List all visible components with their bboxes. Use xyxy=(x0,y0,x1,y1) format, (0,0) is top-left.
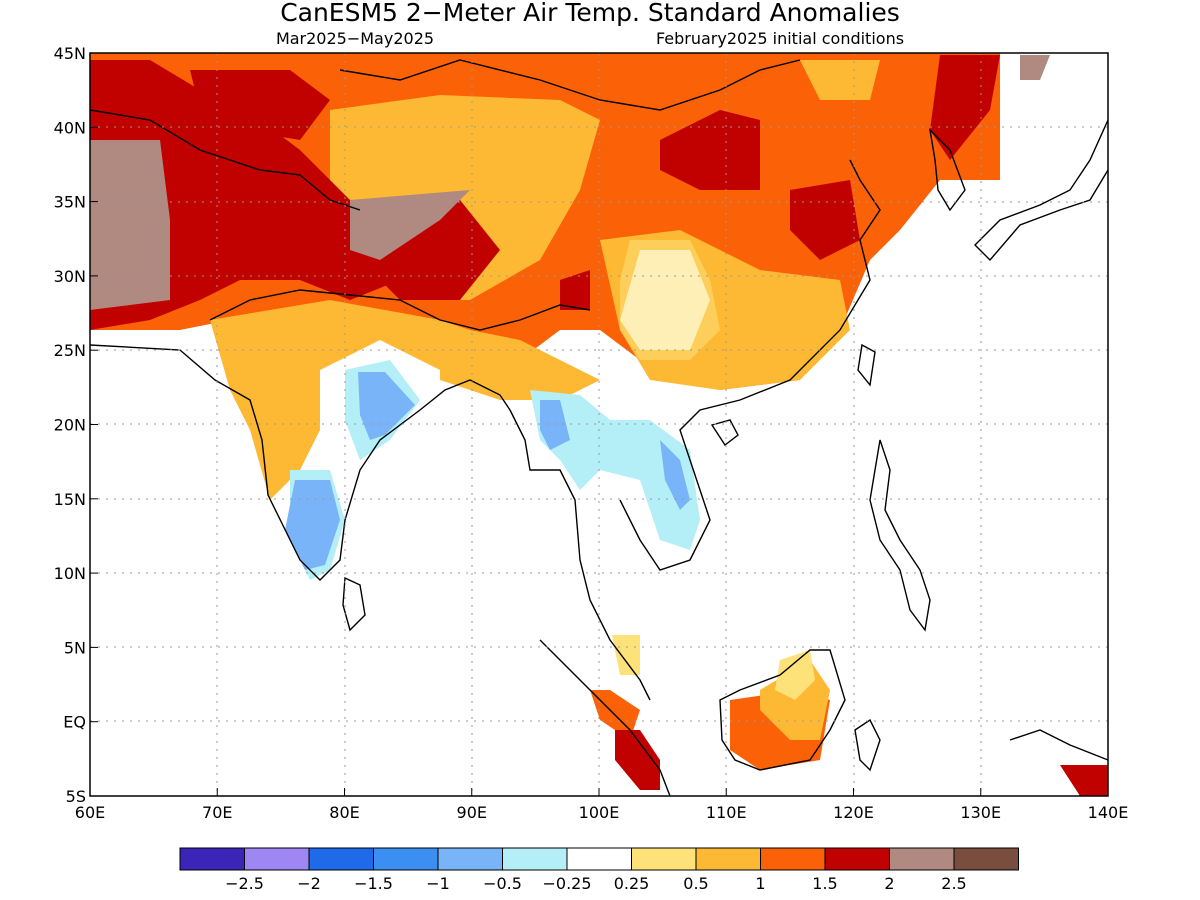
colorbar-label: −2.5 xyxy=(225,874,264,893)
coast-hainan xyxy=(710,419,739,447)
x-tick-label: 60E xyxy=(75,803,105,822)
colorbar-label: 0.25 xyxy=(614,874,650,893)
shade-red-sumatra xyxy=(615,730,660,790)
graticule xyxy=(90,53,1108,796)
shade-red-korea xyxy=(930,55,1000,160)
colorbar-swatch xyxy=(566,847,632,871)
coast-burma-malaya xyxy=(509,409,651,701)
y-tick-label: 45N xyxy=(54,44,86,63)
colorbar-swatch xyxy=(244,847,310,871)
shade-brown-iran xyxy=(90,140,170,310)
x-tick-label: 80E xyxy=(329,803,359,822)
y-tick-label: 15N xyxy=(54,490,86,509)
colorbar-swatch xyxy=(308,847,374,871)
shade-brown-japan xyxy=(1020,55,1050,80)
y-tick-label: 25N xyxy=(54,341,86,360)
colorbar-swatch xyxy=(695,847,761,871)
colorbar-label: 0.5 xyxy=(683,874,708,893)
map-title: CanESM5 2−Meter Air Temp. Standard Anoma… xyxy=(280,0,900,27)
coast-sulawesi xyxy=(854,718,881,772)
colorbar-swatch xyxy=(760,847,826,871)
border-mongolia xyxy=(339,59,801,111)
shade-red-northchina xyxy=(660,110,760,190)
coast-taiwan xyxy=(857,343,876,387)
colorbar-label: −0.5 xyxy=(483,874,522,893)
x-tick-label: 70E xyxy=(202,803,232,822)
x-tick-label: 100E xyxy=(579,803,620,822)
colorbar-swatch xyxy=(437,847,503,871)
colorbar-swatch xyxy=(824,847,890,871)
map-plot-area xyxy=(90,53,1108,796)
coast-sumatra xyxy=(539,639,671,796)
shade-red-kazakh xyxy=(190,70,330,140)
colorbar-swatch xyxy=(373,847,439,871)
colorbar-label: 1.5 xyxy=(812,874,837,893)
y-tick-label: 20N xyxy=(54,416,86,435)
coast-indochina xyxy=(619,159,881,571)
shade-blue-india xyxy=(358,372,415,440)
coast-korea xyxy=(928,127,966,212)
border-central-asia xyxy=(90,109,361,211)
y-tick-label: 5S xyxy=(66,787,86,806)
y-tick-label: 40N xyxy=(54,118,86,137)
coast-borneo xyxy=(719,649,846,771)
y-tick-label: 10N xyxy=(54,564,86,583)
shade-red-newguinea xyxy=(1060,765,1108,796)
y-tick-label: 35N xyxy=(54,193,86,212)
colorbar-label: 2 xyxy=(884,874,894,893)
shade-lightyellow-south-china xyxy=(620,240,720,360)
shade-blue-indochina xyxy=(540,400,570,450)
shade-blue-vietnam xyxy=(660,440,690,510)
shade-gold-mongolia xyxy=(800,60,880,100)
colorbar-label: 1 xyxy=(755,874,765,893)
x-tick-label: 120E xyxy=(833,803,874,822)
coastlines xyxy=(90,59,1108,796)
colorbar-label: −2 xyxy=(297,874,321,893)
map-subtitle-period: Mar2025−May2025 xyxy=(276,29,434,48)
y-axis: 45N 40N 35N 30N 25N 20N 15N 10N 5N EQ 5S xyxy=(54,44,98,806)
colorbar-label: −1.5 xyxy=(354,874,393,893)
shade-blue-india-south xyxy=(285,480,340,570)
y-tick-label: 5N xyxy=(64,638,86,657)
shade-lightyellow-borneo xyxy=(775,650,815,700)
colorbar-swatch xyxy=(631,847,697,871)
x-tick-label: 110E xyxy=(706,803,747,822)
x-tick-label: 90E xyxy=(457,803,487,822)
x-axis: 60E 70E 80E 90E 100E 110E 120E 130E 140E xyxy=(75,788,1129,822)
coast-srilanka xyxy=(342,576,366,632)
shade-red-yunnan xyxy=(560,270,590,310)
colorbar-swatch xyxy=(502,847,568,871)
colorbar-label: −1 xyxy=(426,874,450,893)
shade-brown-tibet xyxy=(350,190,470,260)
y-tick-label: EQ xyxy=(63,713,86,732)
border-himalaya xyxy=(209,289,591,331)
shade-lightblue-indochina xyxy=(530,390,700,550)
coast-japan xyxy=(974,119,1108,262)
coast-newguinea xyxy=(1009,729,1108,761)
shade-lightyellow-malaya xyxy=(612,635,640,675)
colorbar-label: −0.25 xyxy=(542,874,591,893)
anomaly-shading xyxy=(90,53,1108,796)
x-tick-label: 140E xyxy=(1088,803,1129,822)
colorbar-swatch xyxy=(889,847,955,871)
colorbar: −2.5 −2 −1.5 −1 −0.5 −0.25 0.25 0.5 1 1.5 2 2.5 xyxy=(179,847,1019,893)
colorbar-swatch xyxy=(953,847,1019,871)
coast-philippines xyxy=(869,439,931,632)
shade-red-eastchina xyxy=(790,180,860,260)
map-subtitle-initial: February2025 initial conditions xyxy=(656,29,904,48)
y-tick-label: 30N xyxy=(54,267,86,286)
colorbar-swatch xyxy=(179,847,245,871)
coast-arabia-india xyxy=(90,344,511,581)
colorbar-label: 2.5 xyxy=(941,874,966,893)
x-tick-label: 130E xyxy=(960,803,1001,822)
